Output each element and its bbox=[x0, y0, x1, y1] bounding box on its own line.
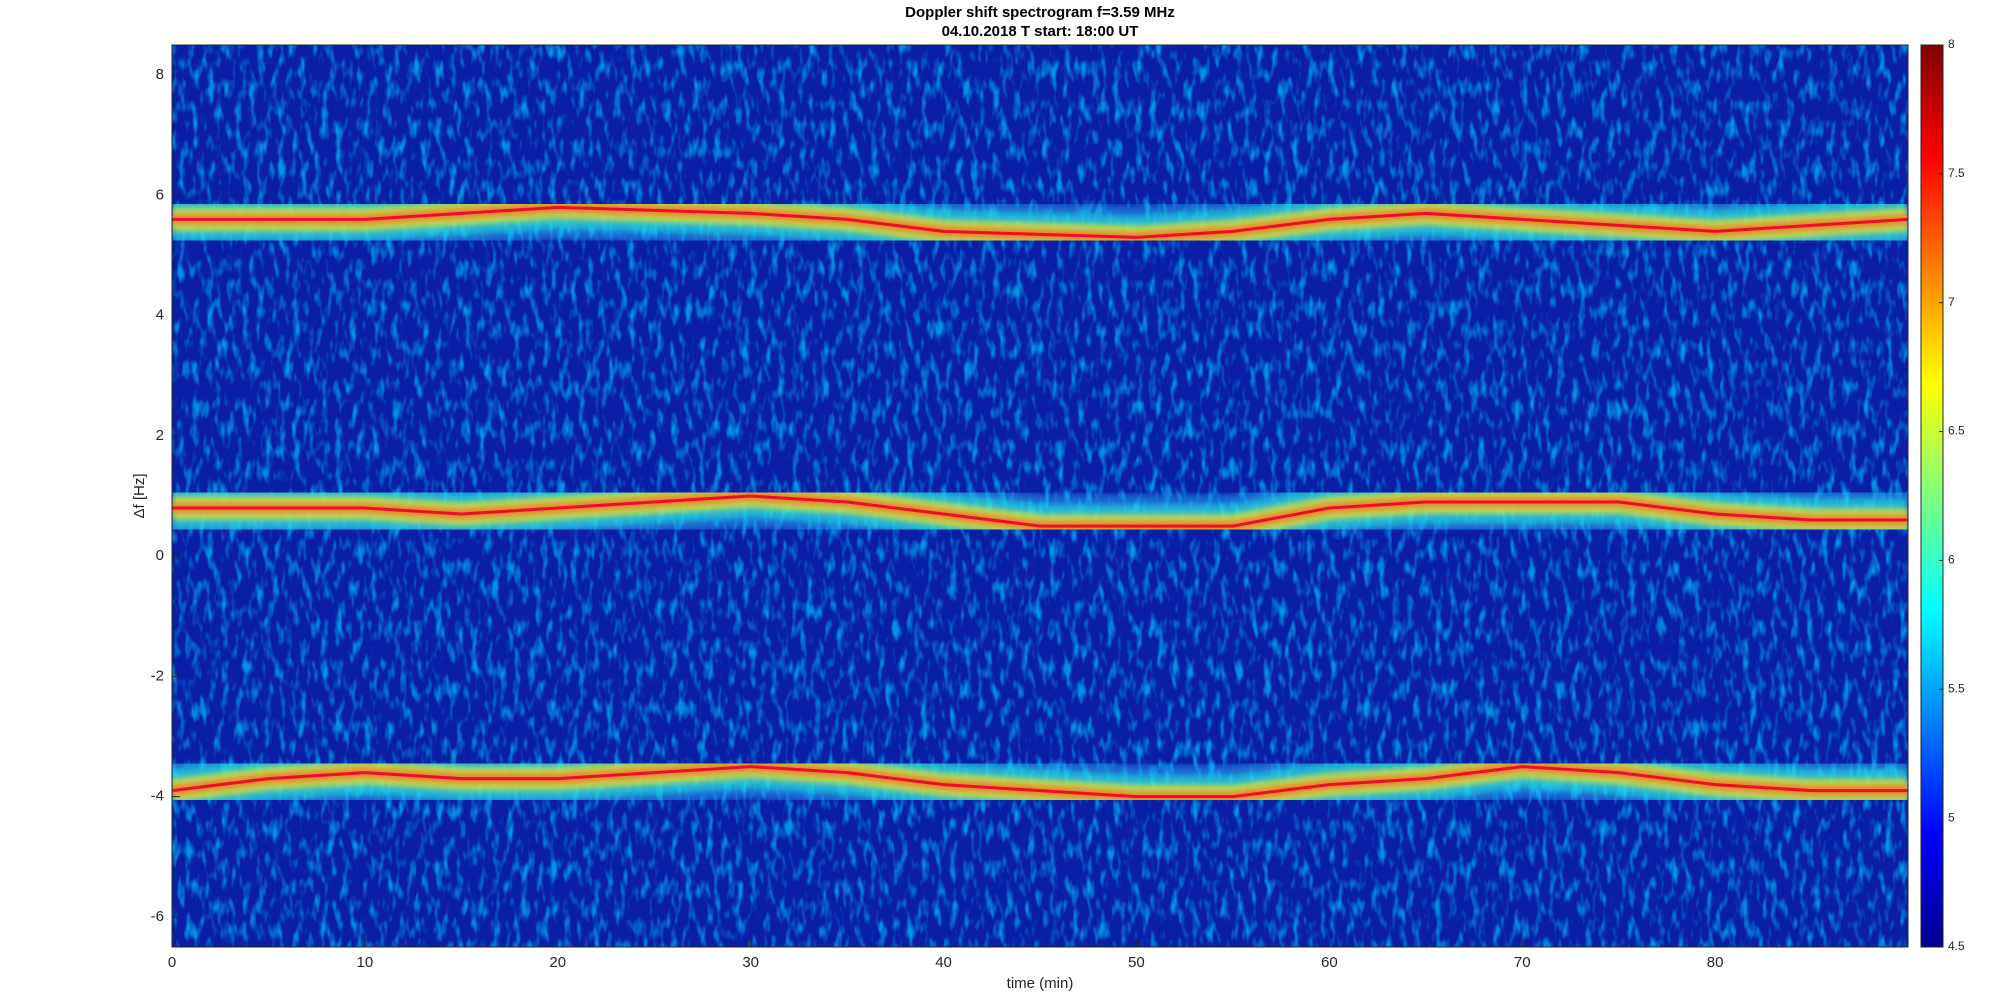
chart-subtitle: 04.10.2018 T start: 18:00 UT bbox=[942, 23, 1139, 40]
x-tick-label: 80 bbox=[1707, 954, 1724, 971]
y-tick-label: 8 bbox=[156, 66, 164, 83]
y-tick-label: 0 bbox=[156, 547, 164, 564]
trace-line bbox=[172, 765, 1908, 799]
colorbar-tick-label: 4.5 bbox=[1948, 939, 1965, 953]
y-tick-label: 2 bbox=[156, 427, 164, 444]
x-tick-label: 30 bbox=[742, 954, 759, 971]
y-tick-label: -6 bbox=[151, 908, 164, 925]
trace-line bbox=[172, 205, 1908, 239]
x-tick-label: 60 bbox=[1321, 954, 1338, 971]
x-tick-label: 10 bbox=[357, 954, 374, 971]
y-tick-label: -4 bbox=[151, 788, 164, 805]
y-axis-label: Δf [Hz] bbox=[131, 473, 148, 518]
colorbar-tick-label: 5 bbox=[1948, 810, 1955, 824]
bands bbox=[172, 175, 1908, 829]
colorbar-tick-label: 7 bbox=[1948, 295, 1955, 309]
x-axis-label: time (min) bbox=[1007, 975, 1074, 992]
x-tick-label: 40 bbox=[935, 954, 952, 971]
colorbar bbox=[1920, 44, 1944, 948]
x-tick-label: 70 bbox=[1514, 954, 1531, 971]
y-tick-label: -2 bbox=[151, 667, 164, 684]
y-tick-label: 4 bbox=[156, 307, 164, 324]
chart-title: Doppler shift spectrogram f=3.59 MHz bbox=[905, 4, 1175, 21]
trace-line bbox=[172, 494, 1908, 528]
colorbar-tick-label: 6 bbox=[1948, 553, 1955, 567]
y-tick-label: 6 bbox=[156, 186, 164, 203]
colorbar-tick-label: 5.5 bbox=[1948, 681, 1965, 695]
colorbar-tick-label: 8 bbox=[1948, 37, 1955, 51]
plot-frame bbox=[171, 44, 1909, 948]
x-tick-label: 50 bbox=[1128, 954, 1145, 971]
x-tick-label: 20 bbox=[549, 954, 566, 971]
colorbar-tick-label: 6.5 bbox=[1948, 424, 1965, 438]
x-tick-label: 0 bbox=[168, 954, 176, 971]
colorbar-tick-label: 7.5 bbox=[1948, 166, 1965, 180]
